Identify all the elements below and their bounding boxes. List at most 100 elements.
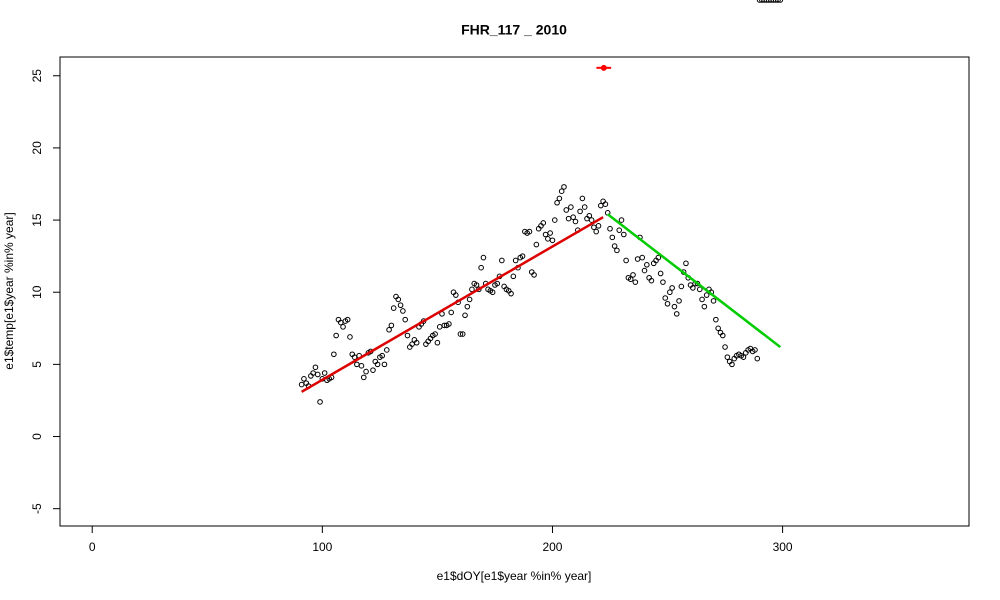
data-point (765, 0, 772, 3)
data-point (602, 201, 609, 207)
data-point (772, 0, 779, 3)
data-point (719, 332, 726, 339)
data-point (770, 0, 777, 3)
data-point (593, 228, 599, 235)
data-point (570, 214, 576, 220)
data-point (572, 218, 579, 225)
y-tick-label: -5 (30, 503, 44, 514)
fit-line (606, 213, 782, 349)
data-point (568, 204, 574, 210)
data-point (563, 207, 570, 213)
data-point (655, 254, 662, 261)
data-point (301, 376, 307, 382)
data-point (662, 295, 669, 301)
data-point (354, 361, 360, 368)
data-point (494, 280, 501, 287)
data-point (459, 331, 466, 337)
data-point (360, 374, 367, 381)
x-tick-label: 100 (312, 540, 332, 554)
fit-line (301, 216, 604, 393)
data-point (701, 303, 708, 310)
x-axis-label: e1$dOY[e1$year %in% year] (437, 569, 592, 583)
data-point (331, 351, 337, 358)
data-point (644, 262, 650, 268)
data-point (344, 316, 351, 323)
data-point (432, 331, 438, 337)
data-point (664, 300, 671, 307)
data-point (363, 368, 369, 375)
x-tick-label: 200 (542, 540, 562, 554)
data-point (469, 286, 475, 293)
data-point (508, 290, 514, 297)
data-point (358, 363, 365, 369)
data-point (671, 303, 678, 310)
x-tick-label: 300 (773, 540, 793, 554)
y-axis-label: e1$temp[e1$year %in% year] (2, 212, 16, 369)
data-point (632, 279, 639, 285)
data-point (464, 303, 471, 310)
data-point (586, 212, 593, 219)
data-point (607, 225, 613, 232)
y-tick-label: 15 (30, 213, 44, 227)
data-point (657, 270, 664, 277)
data-point (499, 257, 505, 264)
data-point (648, 277, 655, 284)
data-point (609, 234, 616, 241)
data-point (397, 302, 404, 309)
data-point (768, 0, 774, 3)
data-point (400, 308, 406, 314)
data-point (690, 285, 696, 291)
data-point (754, 355, 761, 362)
y-tick-label: 10 (30, 285, 44, 299)
data-point (480, 254, 487, 261)
data-point (312, 364, 319, 371)
data-point (683, 260, 689, 267)
data-point (678, 283, 685, 290)
data-point (531, 272, 537, 278)
data-point (611, 243, 618, 249)
data-point (545, 236, 551, 242)
data-point (388, 322, 395, 329)
data-point (434, 339, 441, 346)
data-point (321, 370, 328, 376)
data-point (761, 0, 767, 3)
data-point (763, 0, 770, 3)
data-point (370, 367, 376, 373)
y-tick-label: 5 (30, 361, 44, 368)
data-point (710, 298, 717, 304)
data-point (554, 199, 560, 206)
data-point (473, 282, 480, 288)
data-point (699, 296, 705, 303)
data-point (591, 224, 597, 231)
data-point (756, 0, 763, 3)
y-tick-label: 20 (30, 141, 44, 155)
data-point (457, 331, 464, 337)
data-point (639, 254, 646, 261)
data-point (669, 285, 675, 291)
data-point (759, 0, 765, 3)
data-point (298, 381, 305, 388)
breakpoint (600, 64, 607, 71)
data-point (340, 324, 346, 330)
data-point (533, 241, 540, 248)
data-point (395, 296, 402, 303)
y-tick-label: 25 (30, 69, 44, 83)
data-point (547, 230, 553, 236)
data-point (777, 0, 784, 3)
data-point (462, 312, 468, 319)
data-point (347, 334, 353, 340)
data-point (623, 257, 629, 264)
data-point (314, 371, 321, 378)
data-point (317, 399, 323, 405)
data-point (614, 247, 620, 254)
data-point (510, 273, 517, 280)
data-point (446, 321, 452, 327)
x-tick-label: 0 (89, 540, 96, 554)
data-point (627, 276, 634, 283)
data-point (478, 264, 484, 271)
data-point (588, 217, 595, 223)
data-point (542, 231, 549, 238)
data-point (616, 227, 623, 233)
data-point (466, 296, 473, 303)
